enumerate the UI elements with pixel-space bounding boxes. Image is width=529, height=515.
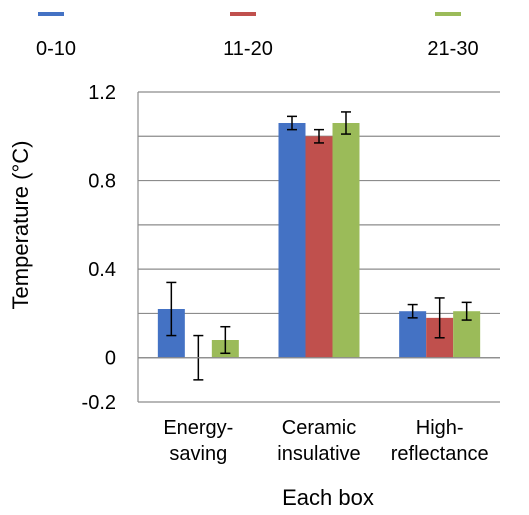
bars <box>157 111 481 381</box>
axes: -0.2 0 0.4 0.8 1.2 Energy-saving Ceramic insula… <box>82 82 500 465</box>
bar <box>399 311 427 358</box>
y-tick-label: 0.4 <box>88 259 116 281</box>
x-category-label: Energy-saving <box>163 417 233 465</box>
x-axis-title: Each box <box>282 485 374 510</box>
bar <box>332 123 360 358</box>
y-tick-label: 0 <box>105 348 116 370</box>
y-axis-title: Temperature (°C) <box>8 141 33 310</box>
bar <box>305 136 333 358</box>
legend: 0-10 11-20 21-30 <box>36 12 479 60</box>
legend-label: 11-20 <box>223 38 273 60</box>
y-tick-label: 1.2 <box>88 82 116 104</box>
y-tick-label: 0.8 <box>88 171 116 193</box>
legend-label: 0-10 <box>36 38 76 60</box>
legend-label: 21-30 <box>427 38 478 60</box>
x-category-label: High-reflectance <box>391 417 489 465</box>
x-category-label: Ceramic insulative <box>277 417 360 465</box>
bar <box>278 123 306 358</box>
y-tick-label: -0.2 <box>82 392 116 414</box>
